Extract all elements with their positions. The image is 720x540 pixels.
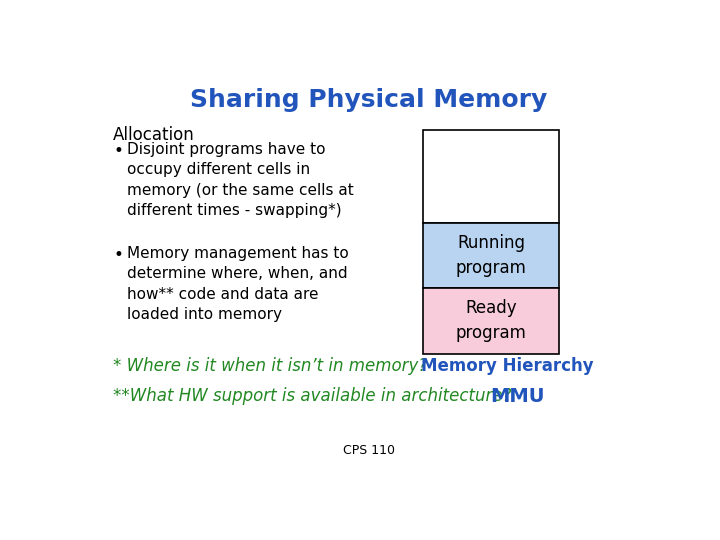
Text: * Where is it when it isn’t in memory?: * Where is it when it isn’t in memory? xyxy=(113,357,428,375)
Bar xyxy=(423,222,559,288)
Text: MMU: MMU xyxy=(490,387,545,406)
Text: Ready
program: Ready program xyxy=(456,299,526,342)
Text: •: • xyxy=(113,246,123,264)
Text: Memory management has to
determine where, when, and
how** code and data are
load: Memory management has to determine where… xyxy=(127,246,349,322)
Bar xyxy=(423,288,559,354)
Text: Sharing Physical Memory: Sharing Physical Memory xyxy=(190,88,548,112)
Text: CPS 110: CPS 110 xyxy=(343,444,395,457)
Text: Disjoint programs have to
occupy different cells in
memory (or the same cells at: Disjoint programs have to occupy differe… xyxy=(127,142,354,218)
Text: •: • xyxy=(113,142,123,160)
Text: Allocation: Allocation xyxy=(113,126,195,144)
Text: Running
program: Running program xyxy=(456,234,526,277)
Bar xyxy=(423,130,559,222)
Text: **What HW support is available in architecture?: **What HW support is available in archit… xyxy=(113,387,512,404)
Text: Memory Hierarchy: Memory Hierarchy xyxy=(421,357,594,375)
